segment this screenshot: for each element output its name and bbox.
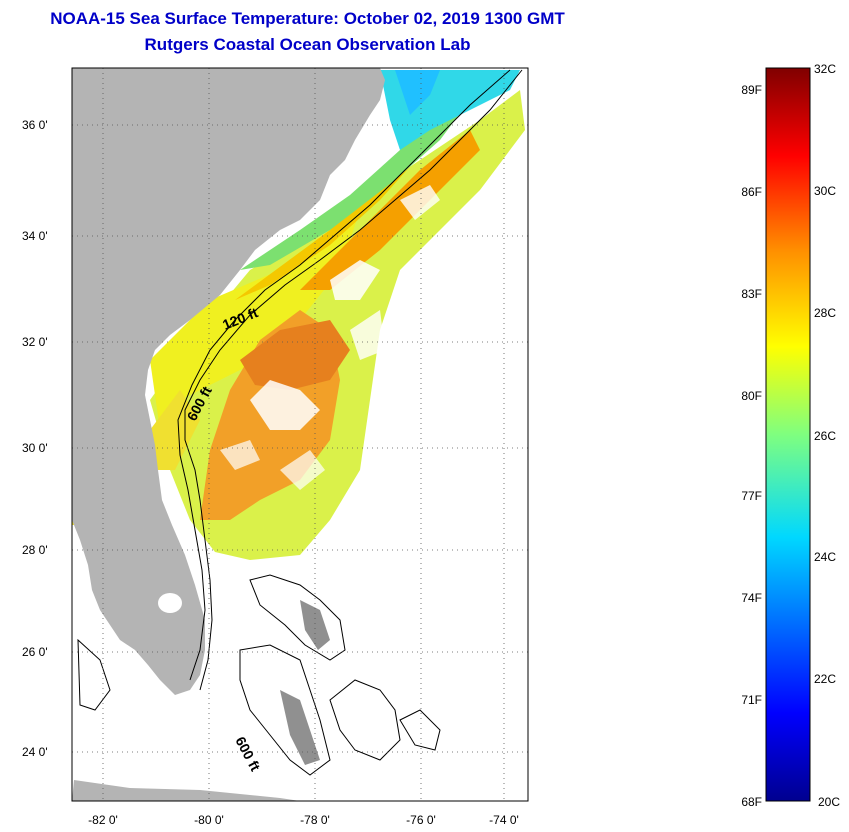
colorbar-f-label: 71F <box>741 693 762 707</box>
lat-tick-label: 30 0' <box>22 441 48 455</box>
map-subtitle: Rutgers Coastal Ocean Observation Lab <box>144 35 471 54</box>
colorbar-gradient <box>765 67 811 802</box>
colorbar-f-label: 74F <box>741 591 762 605</box>
colorbar-c-label: 24C <box>814 550 836 564</box>
colorbar-c-label: 32C <box>814 62 836 76</box>
colorbar-f-label: 68F <box>741 795 762 809</box>
colorbar-f-label: 80F <box>741 389 762 403</box>
lat-tick-label: 36 0' <box>22 118 48 132</box>
lon-tick-label: -82 0' <box>88 813 118 827</box>
lat-tick-label: 34 0' <box>22 229 48 243</box>
colorbar-f-label: 89F <box>741 83 762 97</box>
colorbar-c-label: 22C <box>814 672 836 686</box>
map-panel: 120 ft 600 ft 600 ft <box>72 68 528 801</box>
colorbar-f-label: 86F <box>741 185 762 199</box>
lon-tick-label: -76 0' <box>406 813 436 827</box>
map-frame <box>71 67 529 802</box>
colorbar-c-label: 20C <box>818 795 840 809</box>
colorbar-f-label: 77F <box>741 489 762 503</box>
latitude-axis: 36 0' 34 0' 32 0' 30 0' 28 0' 26 0' 24 0… <box>22 118 48 759</box>
land-layer <box>72 68 385 801</box>
colorbar-c-label: 30C <box>814 184 836 198</box>
temperature-colorbar: 89F 86F 83F 80F 77F 74F 71F 68F 32C 30C … <box>741 62 840 809</box>
lat-tick-label: 28 0' <box>22 543 48 557</box>
lat-tick-label: 32 0' <box>22 335 48 349</box>
lon-tick-label: -80 0' <box>194 813 224 827</box>
map-title: NOAA-15 Sea Surface Temperature: October… <box>50 9 565 28</box>
graticule <box>72 68 528 801</box>
lon-tick-label: -78 0' <box>300 813 330 827</box>
lat-tick-label: 24 0' <box>22 745 48 759</box>
longitude-axis: -82 0' -80 0' -78 0' -76 0' -74 0' <box>88 813 519 827</box>
colorbar-c-label: 26C <box>814 429 836 443</box>
sst-data-layer <box>72 70 525 560</box>
colorbar-c-label: 28C <box>814 306 836 320</box>
colorbar-f-label: 83F <box>741 287 762 301</box>
lat-tick-label: 26 0' <box>22 645 48 659</box>
lon-tick-label: -74 0' <box>489 813 519 827</box>
